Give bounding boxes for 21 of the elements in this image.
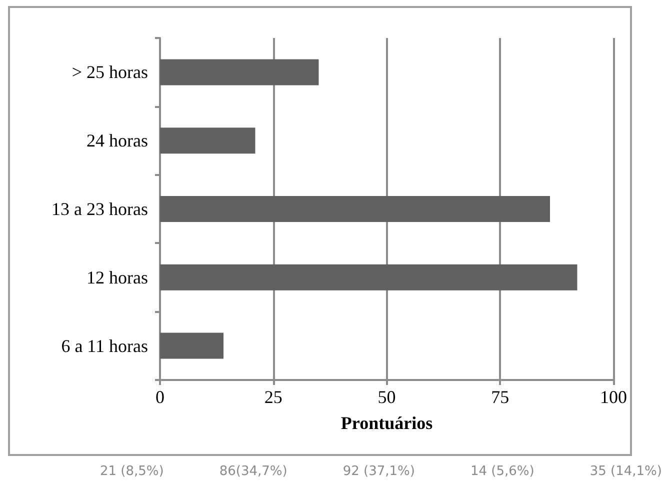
y-tick-label: 24 horas	[86, 130, 148, 151]
x-tick-label: 100	[600, 387, 627, 407]
bar	[160, 332, 224, 359]
x-tick-label: 50	[378, 387, 396, 407]
x-tick-label: 0	[156, 387, 164, 407]
y-tick-label: 12 horas	[86, 267, 148, 288]
text: 21 (8,5%)	[100, 464, 164, 479]
x-axis-title: Prontuários	[340, 413, 433, 433]
bar	[160, 128, 256, 154]
y-tick-label: 13 a 23 horas	[52, 199, 148, 219]
text: 14 (5,6%)	[470, 464, 534, 479]
text: 35 (14,1%)	[590, 464, 662, 479]
x-tick-label: 75	[491, 387, 510, 407]
text: 92 (37,1%)	[342, 464, 415, 479]
bar	[160, 196, 550, 222]
bar	[160, 264, 578, 290]
bar	[160, 59, 319, 86]
y-tick-label: > 25 horas	[72, 62, 148, 82]
x-tick-label: 25	[264, 387, 282, 407]
text: 86(34,7%)	[219, 464, 288, 479]
y-tick-label: 6 a 11 horas	[61, 336, 148, 356]
